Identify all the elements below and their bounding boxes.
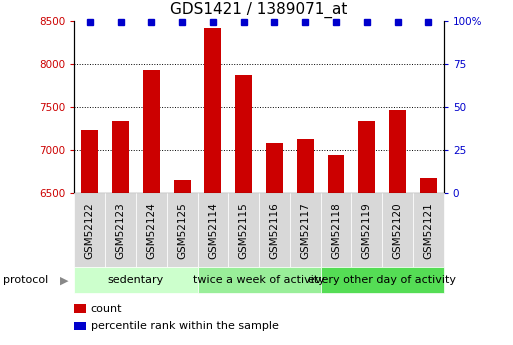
Text: GSM52123: GSM52123 <box>115 202 126 259</box>
Text: GSM52122: GSM52122 <box>85 202 95 259</box>
Bar <box>235 75 252 193</box>
Bar <box>266 143 283 193</box>
Text: GSM52120: GSM52120 <box>392 202 403 259</box>
Text: ▶: ▶ <box>60 275 68 285</box>
Text: percentile rank within the sample: percentile rank within the sample <box>91 321 279 331</box>
Text: GSM52116: GSM52116 <box>269 202 280 259</box>
Text: every other day of activity: every other day of activity <box>308 275 456 285</box>
Bar <box>297 139 313 193</box>
Text: count: count <box>91 304 122 314</box>
Title: GDS1421 / 1389071_at: GDS1421 / 1389071_at <box>170 2 348 18</box>
Bar <box>420 178 437 193</box>
Bar <box>81 130 98 193</box>
Bar <box>112 121 129 193</box>
Text: GSM52114: GSM52114 <box>208 202 218 259</box>
Bar <box>358 121 375 193</box>
Text: GSM52115: GSM52115 <box>239 202 249 259</box>
Text: GSM52121: GSM52121 <box>423 202 433 259</box>
Text: protocol: protocol <box>3 275 48 285</box>
Text: twice a week of activity: twice a week of activity <box>193 275 325 285</box>
Bar <box>389 110 406 193</box>
Text: sedentary: sedentary <box>108 275 164 285</box>
Bar <box>173 180 190 193</box>
Text: GSM52117: GSM52117 <box>300 202 310 259</box>
Text: GSM52125: GSM52125 <box>177 202 187 259</box>
Bar <box>204 28 222 193</box>
Bar <box>143 70 160 193</box>
Text: GSM52118: GSM52118 <box>331 202 341 259</box>
Bar <box>327 155 344 193</box>
Text: GSM52119: GSM52119 <box>362 202 372 259</box>
Text: GSM52124: GSM52124 <box>146 202 156 259</box>
